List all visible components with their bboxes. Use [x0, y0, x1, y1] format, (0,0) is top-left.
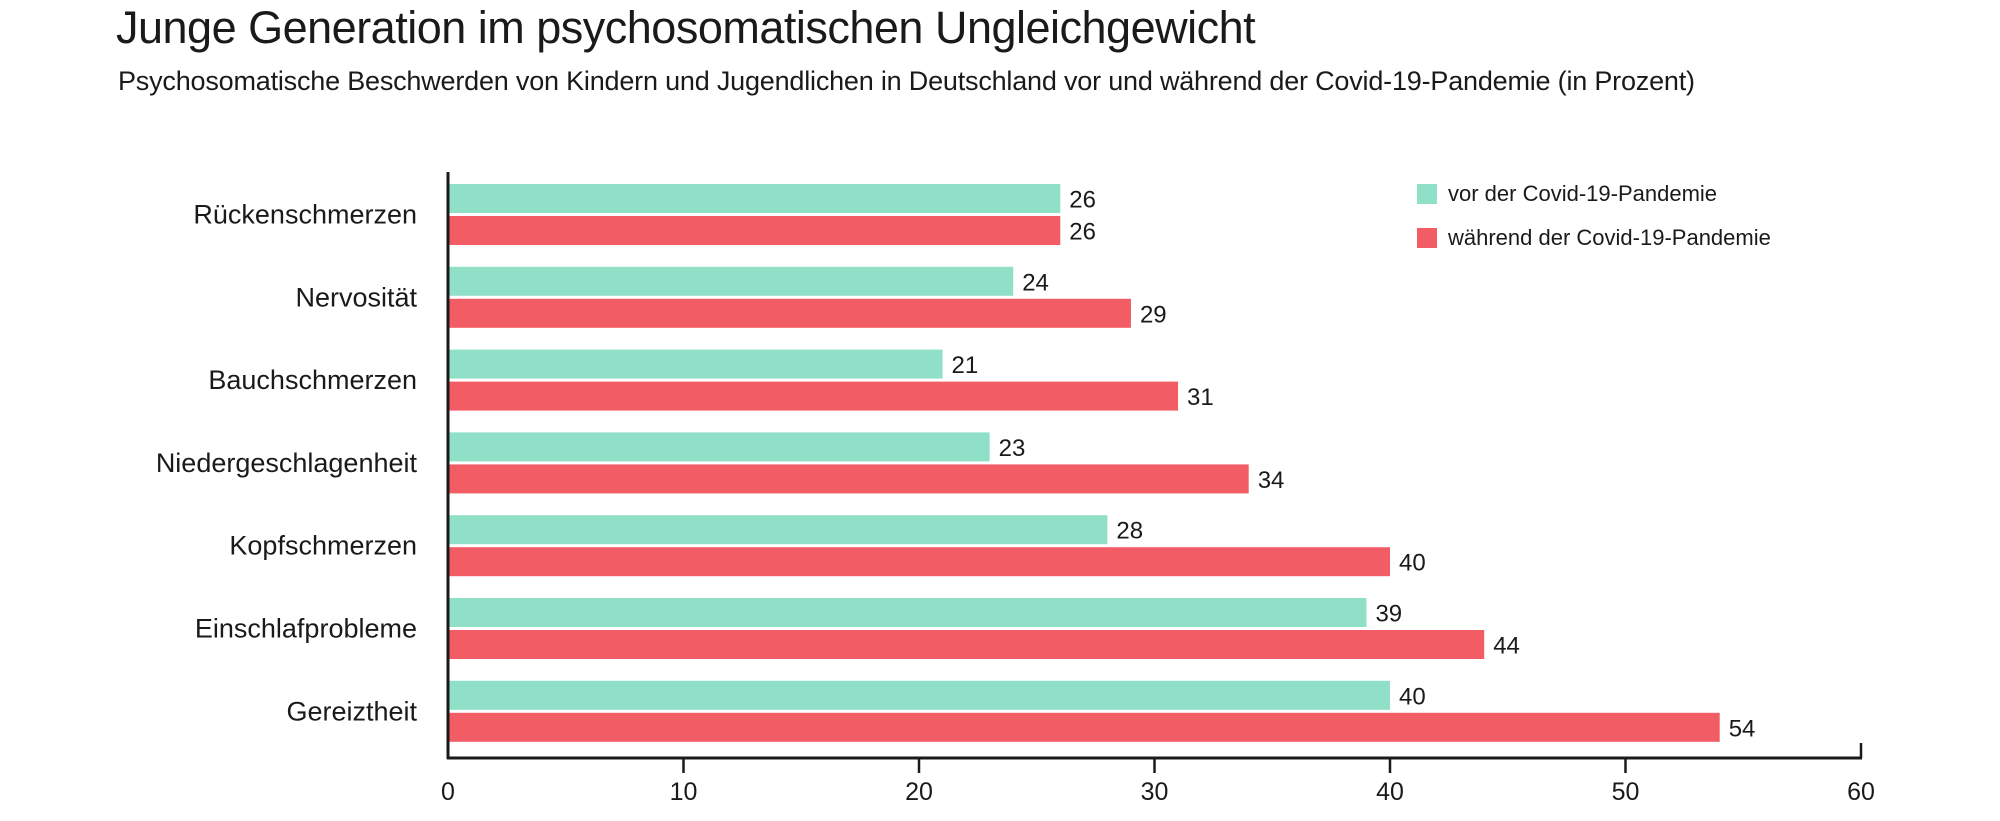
bar-during	[448, 298, 1131, 328]
category-label: Niedergeschlagenheit	[156, 448, 418, 478]
value-label: 26	[1069, 219, 1096, 246]
bar-during	[448, 464, 1249, 494]
legend-label: vor der Covid-19-Pandemie	[1448, 181, 1717, 206]
bar-during	[448, 630, 1485, 659]
legend-swatch	[1417, 228, 1437, 248]
x-tick-label: 50	[1612, 778, 1640, 806]
value-label: 26	[1069, 187, 1096, 214]
value-label: 40	[1399, 683, 1426, 710]
bar-before	[448, 680, 1390, 710]
value-label: 23	[999, 435, 1026, 462]
value-label: 44	[1493, 633, 1520, 660]
value-label: 31	[1187, 384, 1214, 411]
value-label: 54	[1729, 715, 1756, 742]
x-tick-label: 10	[670, 778, 698, 806]
value-label: 29	[1140, 301, 1167, 328]
x-tick-label: 60	[1847, 778, 1875, 806]
x-tick-label: 0	[441, 778, 455, 806]
bar-before	[448, 515, 1108, 545]
x-tick-label: 40	[1376, 778, 1404, 806]
bar-during	[448, 547, 1390, 577]
bar-during	[448, 712, 1720, 742]
x-tick-label: 30	[1141, 778, 1169, 806]
legend-swatch	[1417, 184, 1437, 204]
bar-before	[448, 598, 1367, 627]
legend-label: während der Covid-19-Pandemie	[1447, 225, 1771, 250]
chart-subtitle: Psychosomatische Beschwerden von Kindern…	[118, 66, 1695, 96]
x-tick-label: 20	[905, 778, 933, 806]
category-label: Einschlafprobleme	[195, 614, 417, 644]
value-label: 39	[1375, 601, 1402, 628]
bar-before	[448, 266, 1014, 296]
category-label: Bauchschmerzen	[208, 365, 417, 395]
category-label: Gereiztheit	[286, 696, 417, 726]
value-label: 28	[1116, 518, 1143, 545]
value-label: 21	[952, 352, 979, 379]
bar-during	[448, 381, 1179, 411]
bar-before	[448, 349, 943, 379]
bar-before	[448, 184, 1061, 213]
category-label: Rückenschmerzen	[193, 200, 417, 230]
value-label: 34	[1258, 467, 1285, 494]
bar-before	[448, 432, 990, 462]
category-label: Nervosität	[295, 282, 417, 312]
value-label: 40	[1399, 550, 1426, 577]
value-label: 24	[1022, 269, 1049, 296]
chart-title: Junge Generation im psychosomatischen Un…	[116, 2, 1256, 53]
category-label: Kopfschmerzen	[229, 531, 417, 561]
bar-during	[448, 216, 1061, 245]
